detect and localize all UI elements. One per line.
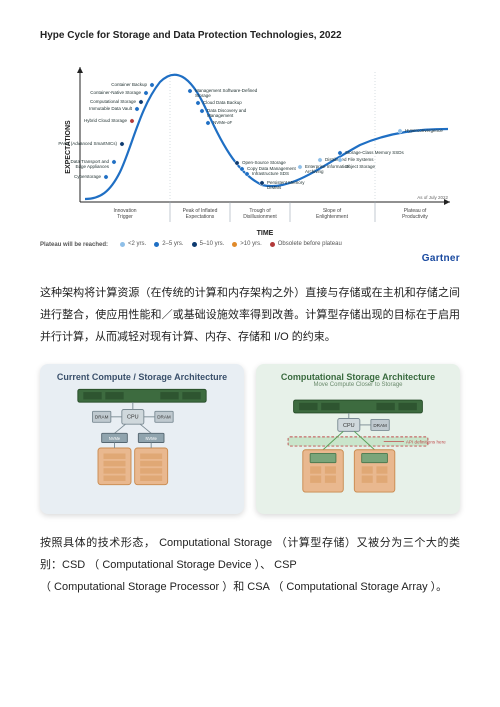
hype-point-label: PACs (Advanced SmartNICs) [58,141,117,146]
current-arch-card: Current Compute / Storage Architecture C… [40,364,244,514]
hype-point-label: Infrastructure SDS [252,171,289,176]
phase-label: Productivity [402,214,428,220]
legend-text: Obsolete before plateau [278,241,342,247]
hype-point [112,160,116,164]
phase-label: Enlightenment [316,214,349,220]
hype-point [206,121,210,125]
api-label: API definitions here [406,439,446,444]
legend-item: 2–5 yrs. [154,241,183,247]
legend-dot-icon [270,242,275,247]
y-axis-label: EXPECTATIONS [65,120,72,174]
hype-point-label: Edge Appliances [75,164,109,169]
hype-point-label: Computational Storage [90,99,137,104]
hype-point [130,119,134,123]
legend-text: >10 yrs. [240,241,262,247]
hype-point-label: Hybrid Cloud Storage [84,118,128,123]
hype-point [318,158,322,162]
hype-cycle-chart: EXPECTATIONS TIME As of July 2022 Innova… [40,47,460,237]
hype-point [338,158,342,162]
hype-point [196,101,200,105]
legend-dot-icon [232,242,237,247]
gartner-brand: Gartner [40,253,460,264]
legend-title: Plateau will be reached: [40,242,108,248]
current-arch-title: Current Compute / Storage Architecture [50,372,234,382]
hype-point-label: Hyperconvergence [405,128,443,133]
legend-text: 5–10 yrs. [200,241,225,247]
svg-text:CPU: CPU [343,422,355,428]
legend-item: Obsolete before plateau [270,241,342,247]
hype-point-label: Immutable Data Vault [89,106,133,111]
computational-arch-subtitle: Move Compute Closer to Storage [266,382,450,388]
legend-dot-icon [192,242,197,247]
hype-point [298,165,302,169]
para2-line-a: 按照具体的技术形态， Computational Storage （计算型存储）… [40,537,460,571]
architecture-comparison: Current Compute / Storage Architecture C… [40,364,460,514]
svg-text:CPU: CPU [127,414,139,420]
phase-label: Disillusionment [243,214,277,220]
hype-point [188,89,192,93]
legend-item: >10 yrs. [232,241,262,247]
hype-point [245,172,249,176]
hype-point-label: Archiving [305,169,324,174]
hype-point-label: Cyberstorage [74,174,102,179]
hype-title: Hype Cycle for Storage and Data Protecti… [40,30,460,41]
hype-point [139,100,143,104]
paragraph-2: 按照具体的技术形态， Computational Storage （计算型存储）… [40,532,460,598]
legend-item: 5–10 yrs. [192,241,225,247]
hype-legend: Plateau will be reached: <2 yrs. 2–5 yrs.… [40,241,460,249]
current-arch-diagram: CPU DRAM DRAM NVMe NVMe [50,382,234,492]
hype-cycle-section: Hype Cycle for Storage and Data Protecti… [40,30,460,264]
paragraph-1: 这种架构将计算资源（在传统的计算和内存架构之外）直接与存储或在主机和存储之间进行… [40,282,460,348]
hype-point [200,109,204,113]
hype-point [104,175,108,179]
svg-text:DRAM: DRAM [157,414,171,419]
hype-point [150,83,154,87]
phase-label: Trigger [117,214,133,220]
legend-dot-icon [154,242,159,247]
hype-point [240,167,244,171]
svg-text:NVMe: NVMe [109,435,121,440]
hype-point [235,161,239,165]
hype-point-label: Management [207,113,234,118]
hype-point-label: Storage-Class Memory SSDs [345,150,405,155]
hype-point [144,91,148,95]
legend-item: <2 yrs. [120,241,146,247]
computational-arch-diagram: CPU DRAM API definitions here [266,392,450,502]
asof-label: As of July 2022 [417,195,448,200]
legend-text: 2–5 yrs. [162,241,183,247]
hype-point-label: Distributed File Systems [325,157,374,162]
hype-point-label: NVMe-oF [213,120,233,125]
hype-point [338,151,342,155]
hype-point [260,181,264,185]
hype-point [120,142,124,146]
svg-text:DRAM: DRAM [373,422,387,427]
hype-point-label: Object Storage [345,164,376,169]
hype-point [398,129,402,133]
svg-text:DRAM: DRAM [95,414,109,419]
legend-text: <2 yrs. [128,241,146,247]
phase-label: Expectations [186,214,215,220]
x-axis-label: TIME [257,230,274,237]
svg-text:NVMe: NVMe [145,435,157,440]
hype-point-label: Cloud Data Backup [203,100,242,105]
legend-dot-icon [120,242,125,247]
computational-arch-card: Computational Storage Architecture Move … [256,364,460,514]
hype-point-label: Container Backup [111,82,147,87]
para2-line-b: （ Computational Storage Processor ）和 CSA… [40,581,447,593]
hype-point-label: Container-Native Storage [90,90,141,95]
hype-point [135,107,139,111]
hype-point-label: Storage [195,93,211,98]
hype-point-label: DIMMs [267,185,282,190]
hype-point-label: Open-Source Storage [242,160,286,165]
computational-arch-title: Computational Storage Architecture [266,372,450,382]
